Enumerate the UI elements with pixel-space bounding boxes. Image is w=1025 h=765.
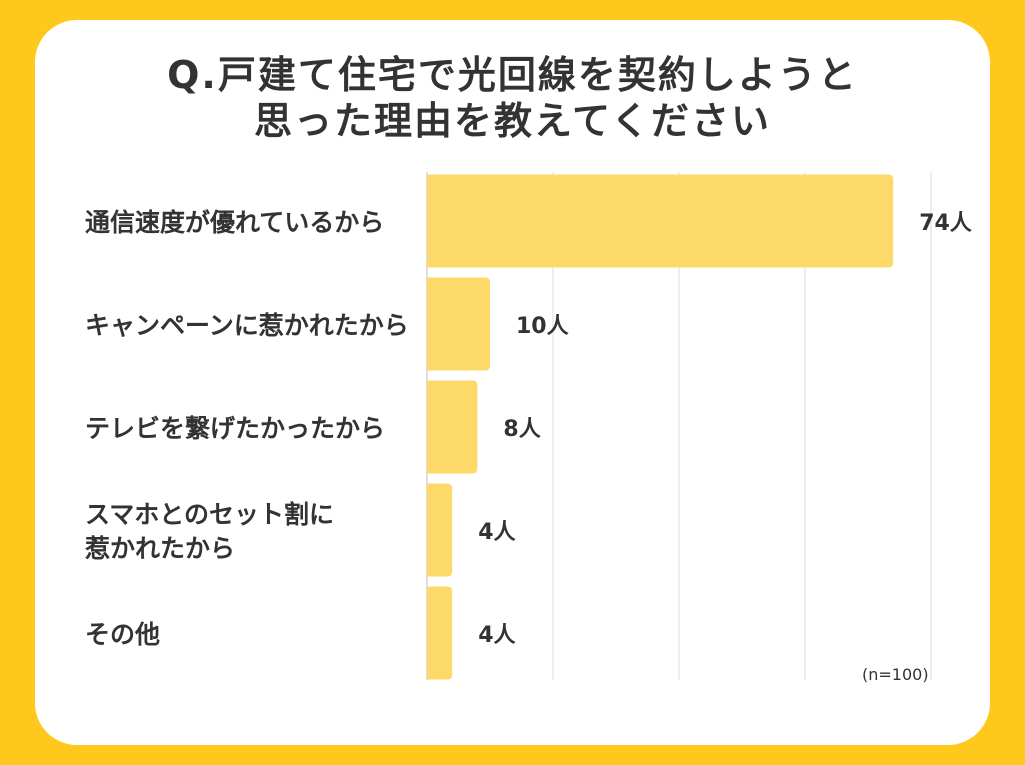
- annotation: (n=100): [862, 665, 929, 684]
- y-tick-label: その他: [85, 620, 161, 649]
- y-tick-label: テレビを繋げたかったから: [85, 414, 386, 443]
- y-tick-label: キャンペーンに惹かれたから: [85, 311, 409, 340]
- value-label: 74人: [919, 211, 972, 236]
- y-tick-label: スマホとのセット割に 惹かれたから: [85, 500, 335, 563]
- card: [35, 20, 990, 745]
- y-tick-label: 通信速度が優れているから: [85, 208, 385, 237]
- bar: [427, 483, 453, 577]
- value-label: 4人: [478, 623, 516, 648]
- value-label: 10人: [516, 314, 569, 339]
- bar: [427, 586, 453, 680]
- bar: [427, 277, 490, 371]
- bar: [427, 174, 894, 268]
- value-label: 4人: [478, 520, 516, 545]
- chart-title: Q.戸建て住宅で光回線を契約しようと 思った理由を教えてください: [167, 53, 858, 143]
- value-label: 8人: [503, 417, 541, 442]
- bar: [427, 380, 478, 474]
